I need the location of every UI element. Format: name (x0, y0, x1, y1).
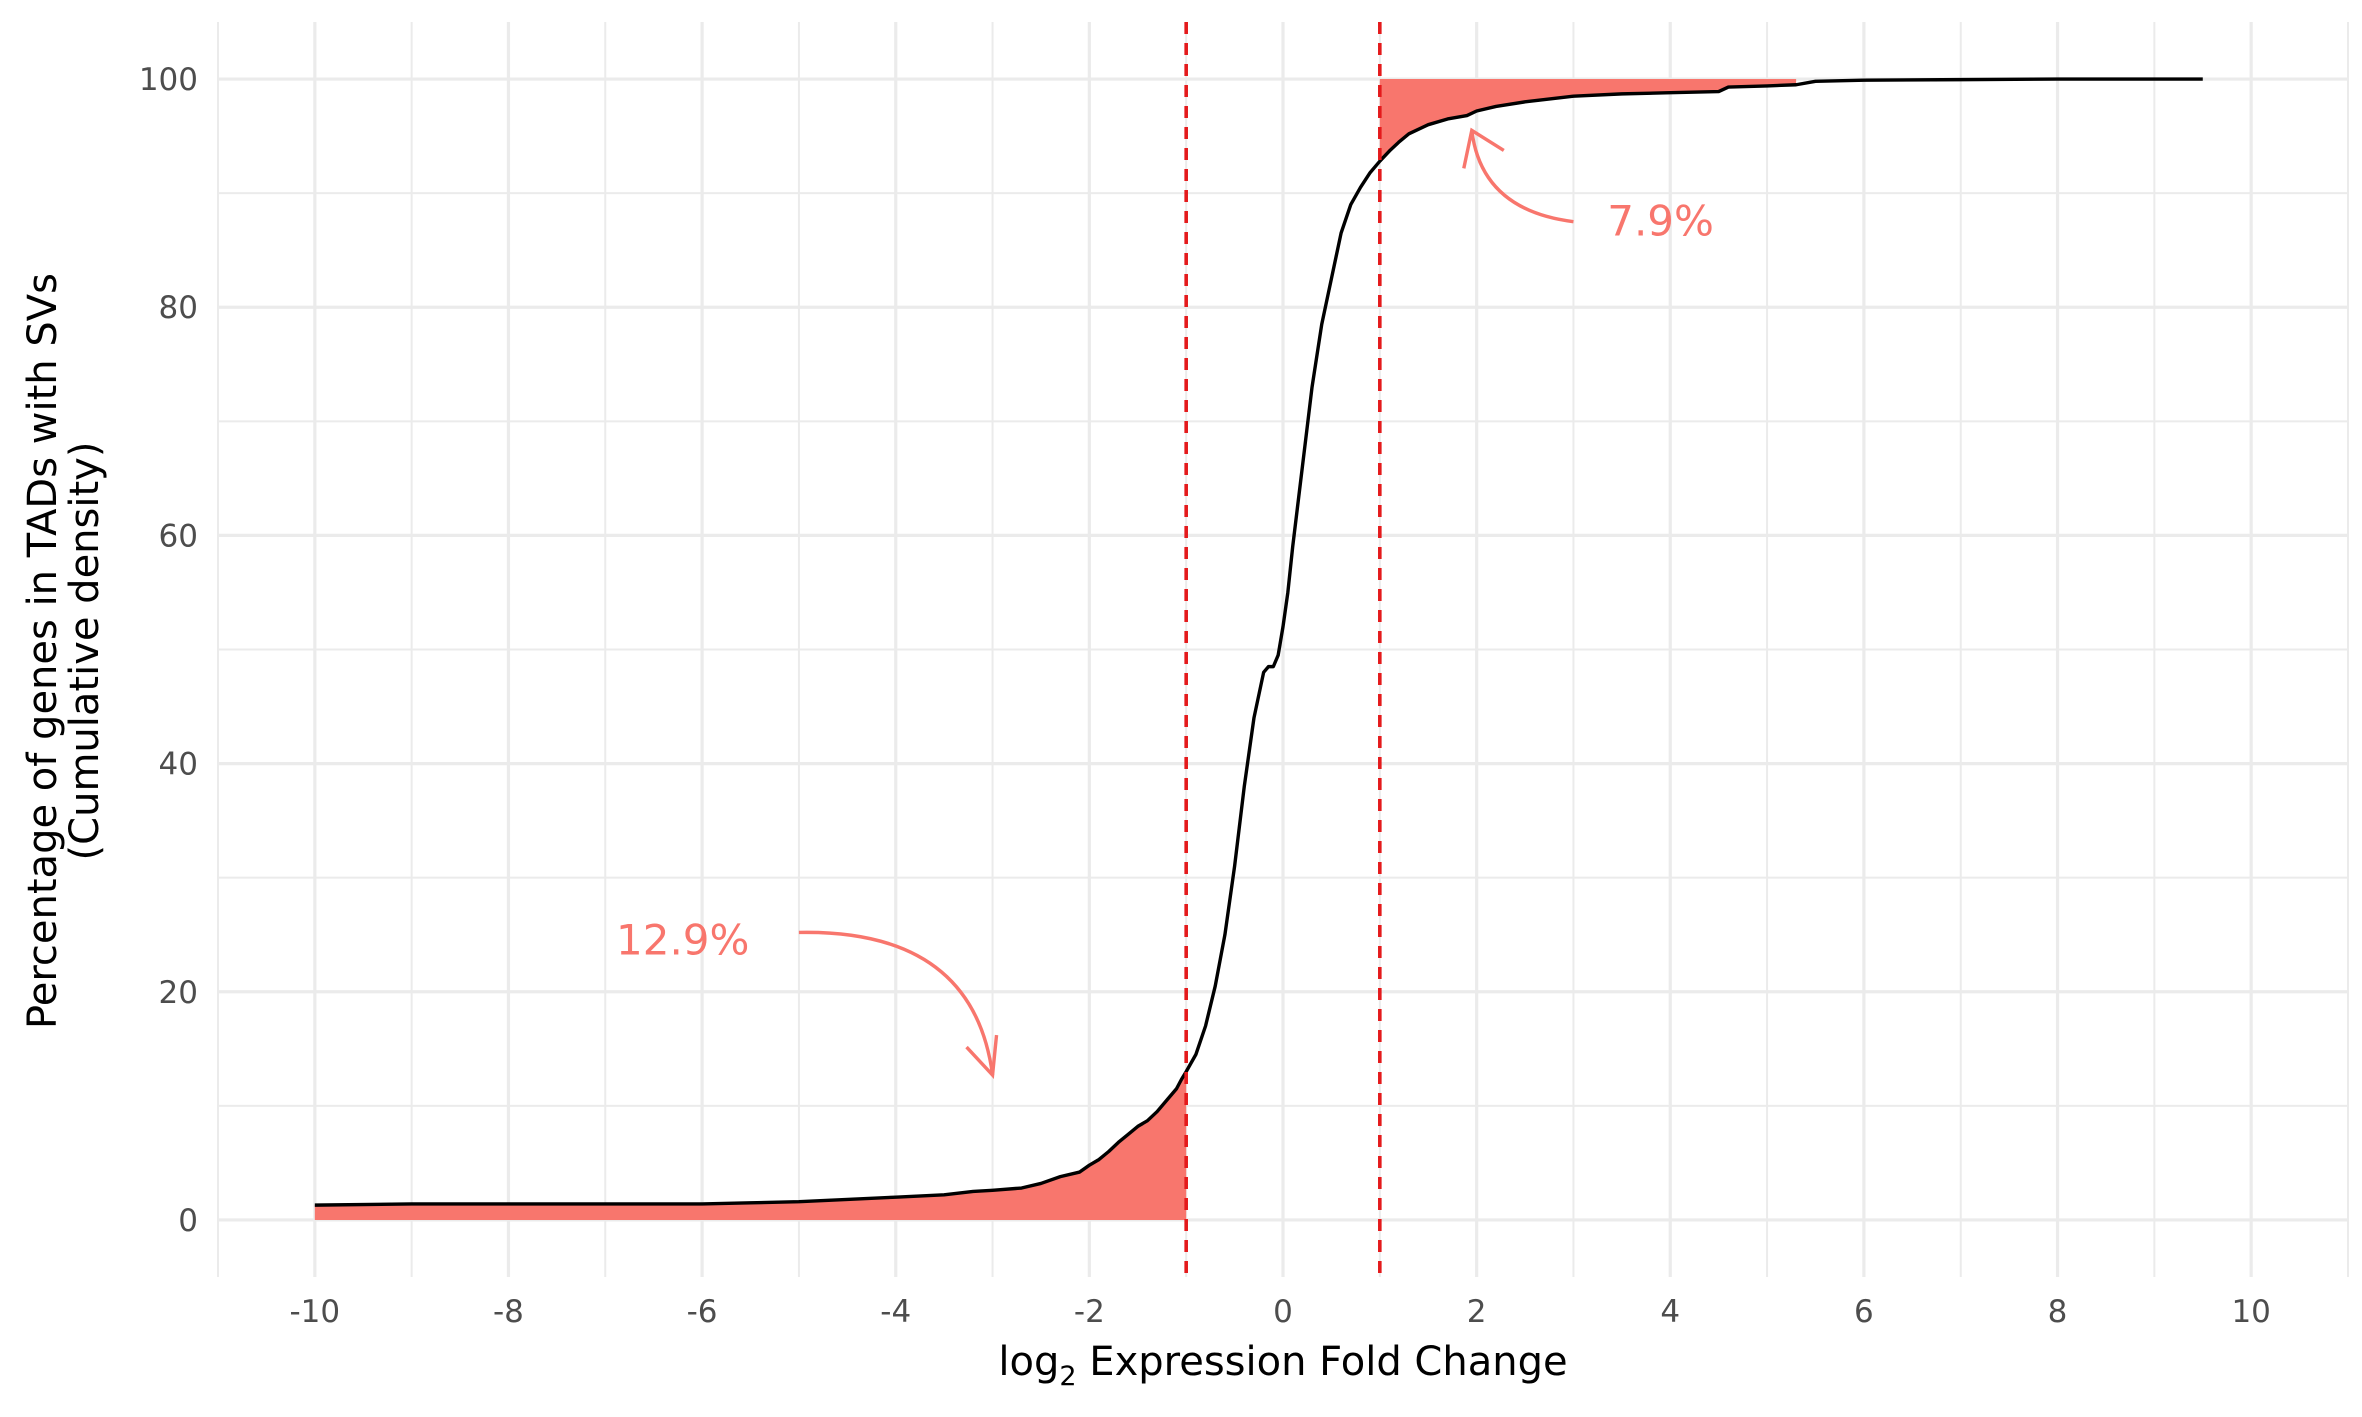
x-tick-label: -8 (493, 1294, 524, 1330)
x-tick-label: -6 (687, 1294, 718, 1330)
x-axis-title: log2 Expression Fold Change (998, 1339, 1567, 1392)
annotation-lower-arrowhead (965, 1034, 999, 1079)
x-tick-label: 6 (1854, 1294, 1874, 1330)
y-tick-label: 60 (159, 518, 198, 554)
y-axis-title-line2: (Cumulative density) (62, 442, 108, 861)
lower-tail-shade (314, 1071, 1187, 1220)
y-tick-label: 0 (178, 1203, 198, 1239)
y-tick-label: 20 (159, 975, 198, 1011)
annotation-lower: 12.9% (616, 915, 749, 964)
annotation-upper-arrowhead (1462, 127, 1505, 169)
annotation-lower-arrow (798, 930, 995, 1076)
x-tick-label: 10 (2231, 1294, 2270, 1330)
y-tick-label: 100 (139, 62, 198, 98)
y-axis-title: Percentage of genes in TADs with SVs (Cu… (20, 273, 108, 1029)
annotations: 12.9% 7.9% (616, 127, 1714, 1079)
annotation-upper-arrow (1470, 130, 1574, 224)
cdf-series (314, 77, 2203, 1207)
x-tick-label: 2 (1467, 1294, 1487, 1330)
x-tick-label: -10 (289, 1294, 340, 1330)
x-tick-label: 4 (1660, 1294, 1680, 1330)
grid-lines (217, 22, 2349, 1277)
x-tick-label: 0 (1273, 1294, 1293, 1330)
x-tick-label: -4 (880, 1294, 911, 1330)
y-tick-label: 80 (159, 290, 198, 326)
upper-tail-shade (1379, 79, 1797, 162)
y-tick-label: 40 (159, 747, 198, 783)
x-tick-label: -2 (1074, 1294, 1105, 1330)
y-axis-title-line1: Percentage of genes in TADs with SVs (20, 273, 66, 1029)
cdf-line (314, 77, 2203, 1207)
annotation-upper: 7.9% (1607, 197, 1714, 246)
x-tick-label: 8 (2048, 1294, 2068, 1330)
